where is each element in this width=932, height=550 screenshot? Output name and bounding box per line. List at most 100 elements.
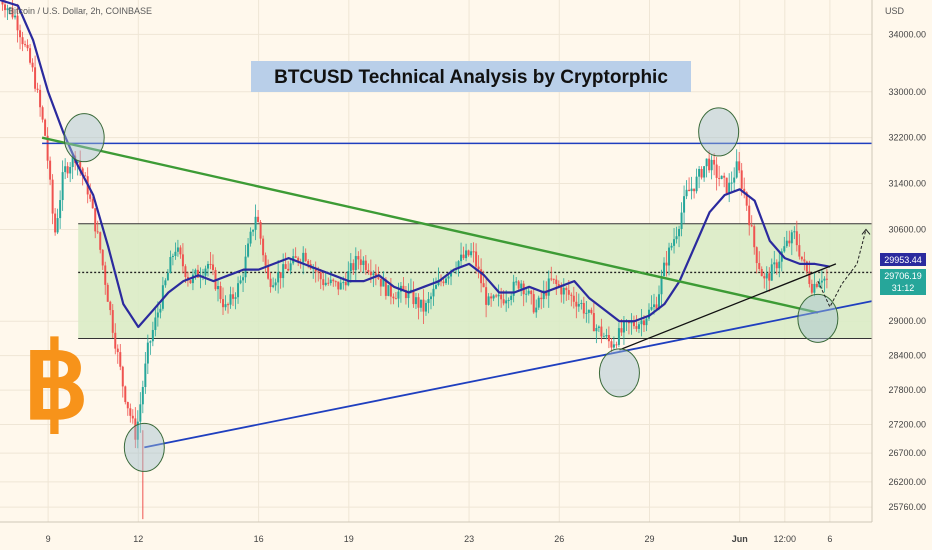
candle xyxy=(91,196,94,209)
candle xyxy=(688,177,691,192)
candle-body xyxy=(126,402,129,409)
candle-body xyxy=(527,290,530,294)
candle-body xyxy=(234,297,237,299)
candle-body xyxy=(269,278,272,287)
candle-body xyxy=(189,280,192,284)
candle xyxy=(99,231,102,254)
candle xyxy=(96,220,99,235)
candle xyxy=(600,318,603,344)
candle xyxy=(647,303,650,322)
candle-body xyxy=(176,247,179,252)
candle-body xyxy=(735,161,738,178)
candle xyxy=(535,299,538,318)
candle xyxy=(194,268,197,280)
candle-body xyxy=(282,264,285,279)
candle-body xyxy=(562,287,565,295)
candle-body xyxy=(382,279,385,287)
candle-body xyxy=(427,299,430,304)
candle xyxy=(775,259,778,275)
candle-body xyxy=(823,278,826,281)
candle xyxy=(249,227,252,247)
candle xyxy=(424,300,427,316)
candle xyxy=(595,324,598,344)
candle-body xyxy=(470,251,473,256)
candle xyxy=(720,175,723,180)
candle xyxy=(467,249,470,257)
candle-body xyxy=(570,294,573,296)
candle-body xyxy=(612,344,615,348)
candle-body xyxy=(763,276,766,279)
candle-body xyxy=(99,232,102,250)
candle xyxy=(685,180,688,200)
candle-body xyxy=(755,247,758,264)
candle xyxy=(337,281,340,296)
candle xyxy=(171,253,174,266)
candle xyxy=(232,287,235,306)
candle-body xyxy=(209,263,212,265)
candle xyxy=(254,204,257,241)
candle xyxy=(555,275,558,295)
candle-body xyxy=(227,304,230,306)
x-tick-label: 23 xyxy=(464,534,474,544)
candle xyxy=(675,226,678,244)
candle xyxy=(269,272,272,293)
candle-body xyxy=(136,421,139,440)
x-tick-label: 6 xyxy=(827,534,832,544)
candle-body xyxy=(171,255,174,258)
candle xyxy=(505,290,508,312)
candle-body xyxy=(41,107,44,120)
candle-body xyxy=(119,352,122,367)
candle-body xyxy=(813,283,816,293)
candle-body xyxy=(337,281,340,290)
range-zone-fill xyxy=(78,223,872,339)
candle-body xyxy=(647,309,650,319)
candle xyxy=(247,237,250,258)
candle xyxy=(590,307,593,315)
candle-body xyxy=(477,266,480,270)
candle-body xyxy=(815,283,818,287)
candle-body xyxy=(718,177,721,179)
candle-body xyxy=(502,299,505,304)
candle-body xyxy=(4,4,7,11)
candle-body xyxy=(590,309,593,314)
candle xyxy=(582,296,585,319)
candle xyxy=(665,251,668,277)
candle xyxy=(810,279,813,295)
candle-body xyxy=(595,327,598,332)
candle xyxy=(718,165,721,187)
candle-body xyxy=(745,192,748,206)
price-axis: USD 34000.00 33000.00 32200.00 31400.00 3060… xyxy=(871,0,932,550)
candle-body xyxy=(184,266,187,277)
highlight-circle xyxy=(698,107,740,157)
candle xyxy=(580,299,583,310)
candle-body xyxy=(577,303,580,307)
candle-body xyxy=(304,252,307,261)
candle-body xyxy=(161,285,164,309)
candle xyxy=(510,291,513,306)
candle-body xyxy=(84,175,87,177)
candle-body xyxy=(663,262,666,276)
candle-body xyxy=(49,160,52,180)
candle-body xyxy=(475,251,478,267)
candle-body xyxy=(500,294,503,300)
candle-body xyxy=(665,262,668,266)
candle xyxy=(139,392,142,433)
candle xyxy=(427,292,430,314)
candle-body xyxy=(166,273,169,281)
candle-body xyxy=(432,288,435,297)
candle-body xyxy=(26,44,29,49)
candle xyxy=(765,266,768,291)
candle xyxy=(673,228,676,254)
candle-body xyxy=(808,271,811,284)
candle xyxy=(610,338,613,353)
candle-body xyxy=(447,276,450,279)
candle xyxy=(813,271,816,297)
candle-body xyxy=(252,229,255,232)
candle xyxy=(758,251,761,271)
candle-body xyxy=(650,307,653,310)
candle-body xyxy=(660,275,663,295)
candle xyxy=(570,292,573,307)
candle-body xyxy=(775,262,778,269)
y-tick-label: 31400.00 xyxy=(888,179,926,189)
